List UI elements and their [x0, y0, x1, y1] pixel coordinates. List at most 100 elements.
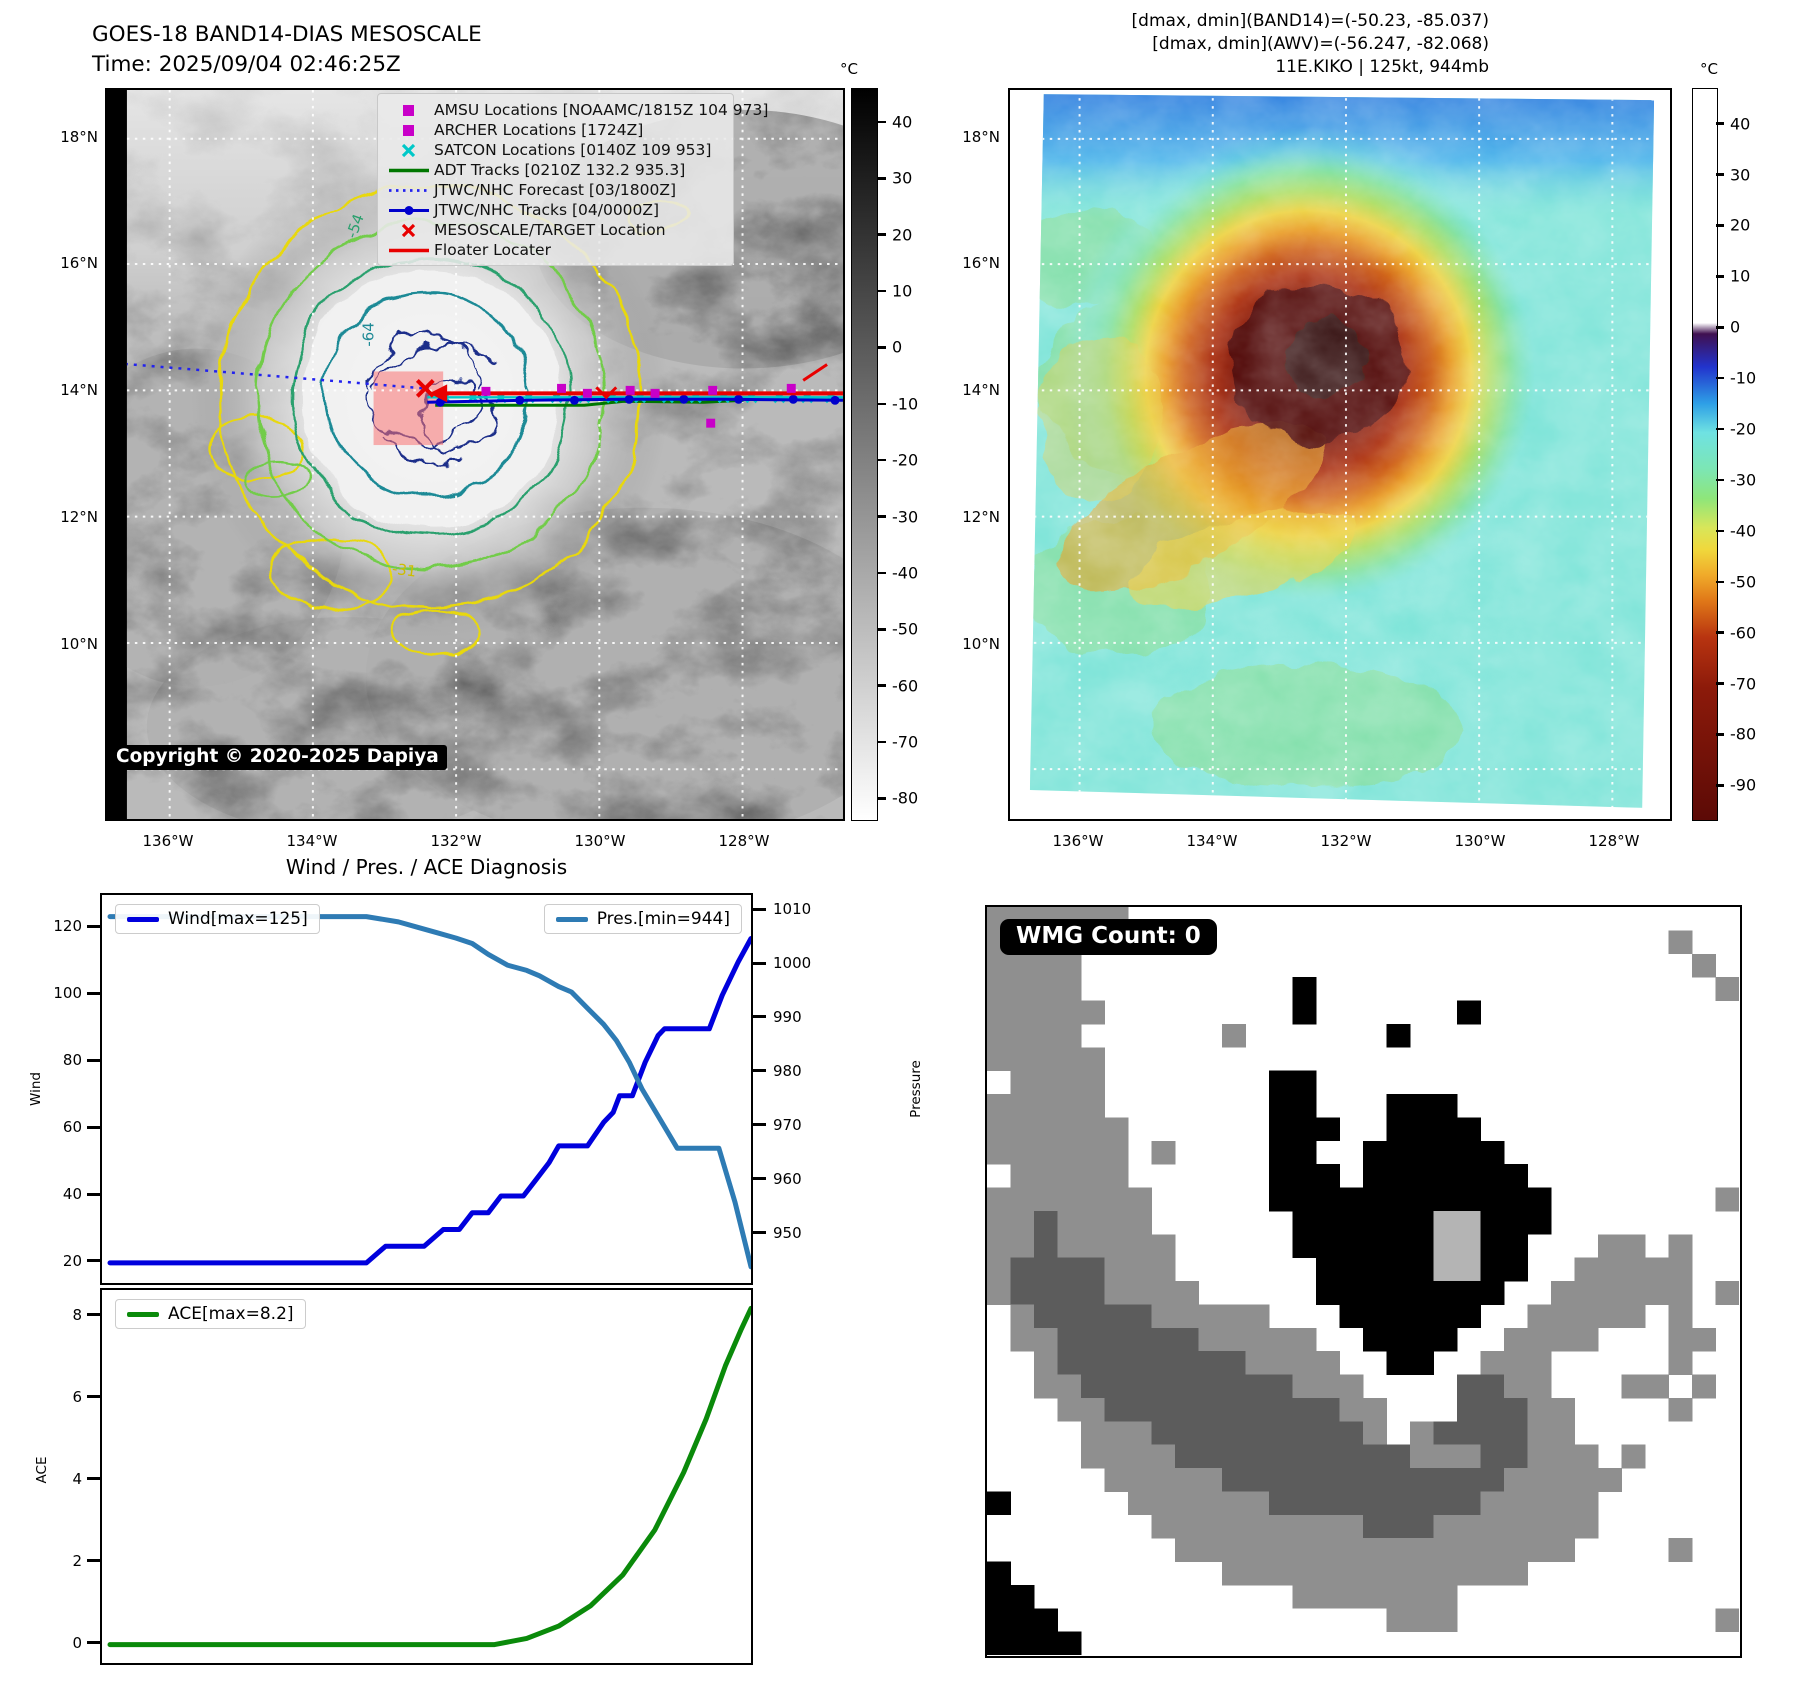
wmg-cell [1598, 1234, 1622, 1259]
wmg-cell [1363, 1538, 1387, 1562]
legend-item-label: ARCHER Locations [1724Z] [434, 121, 644, 139]
legend-item-label: JTWC/NHC Tracks [04/0000Z] [434, 201, 660, 219]
wmg-cell [1551, 1327, 1575, 1352]
y2-tick-mark [753, 907, 766, 911]
wmg-cell [1551, 1421, 1575, 1446]
wmg-cell [1151, 1514, 1176, 1539]
wmg-cell [1128, 1327, 1152, 1352]
wmg-cell [1269, 1070, 1293, 1095]
wmg-cell [1527, 1374, 1552, 1399]
y2-tick-label: 970 [773, 1115, 802, 1134]
y-tick-mark [87, 1192, 100, 1196]
wmg-cell [1433, 1117, 1458, 1142]
wmg-cell [1010, 1210, 1035, 1235]
wmg-cell [1621, 1374, 1646, 1399]
colorbar-tick-mark [1716, 529, 1724, 533]
legend-item: JTWC/NHC Tracks [04/0000Z] [384, 200, 727, 220]
wmg-cell [1339, 1210, 1364, 1235]
wmg-cell [1551, 1397, 1575, 1422]
colorbar-tick-label: -40 [892, 563, 919, 583]
wmg-cell [1081, 1374, 1105, 1399]
jtwc-track-dot [679, 394, 689, 404]
colorbar-tick-label: -20 [1730, 419, 1757, 439]
dmax-dmin-awv: [dmax, dmin](AWV)=(-56.247, -82.068) [1152, 34, 1489, 54]
legend-item: AMSU Locations [NOAAMC/1815Z 104 973] [384, 100, 768, 120]
lon-tick-label: 128°W [1588, 832, 1640, 850]
wmg-cell [987, 953, 1011, 978]
wmg-cell [1269, 1397, 1293, 1422]
amsu-square-icon [706, 418, 716, 428]
wmg-cell [1715, 1608, 1739, 1633]
wmg-cell [1386, 1023, 1411, 1048]
wmg-cell [1010, 1584, 1035, 1609]
wmg-cell [1128, 1304, 1152, 1329]
wmg-cell [1668, 930, 1693, 955]
wmg-cell [1410, 1140, 1434, 1165]
wmg-cell [1527, 1538, 1552, 1562]
wmg-cell [1081, 1421, 1105, 1446]
wmg-cell [1010, 1187, 1035, 1212]
wmg-cell [1598, 1304, 1622, 1329]
y2-tick-label: 1000 [773, 954, 812, 973]
lon-tick-label: 136°W [142, 832, 194, 850]
floater-arrowhead [429, 384, 448, 403]
wmg-cell [1574, 1257, 1599, 1282]
wmg-cell [1081, 1094, 1105, 1118]
wmg-cell [1410, 1561, 1434, 1586]
wmg-cell [1339, 1374, 1364, 1399]
square-glyph [403, 104, 414, 116]
wmg-cell [1128, 1187, 1152, 1212]
wmg-cell [1292, 1210, 1317, 1235]
wmg-cell [987, 1023, 1011, 1048]
y2-tick-label: 950 [773, 1223, 802, 1242]
wmg-cell [1128, 1281, 1152, 1305]
wmg-cell [1480, 1444, 1505, 1469]
jtwc-track-dot [435, 397, 445, 407]
wmg-cell [1081, 1210, 1105, 1235]
line-icon [384, 243, 434, 258]
wmg-cell [987, 1047, 1011, 1072]
storm-id-intensity: 11E.KIKO | 125kt, 944mb [1275, 57, 1489, 77]
wmg-cell [1010, 1023, 1035, 1048]
wmg-cell [1363, 1561, 1387, 1586]
wmg-cell [1386, 1140, 1411, 1165]
wmg-cell [1151, 1397, 1176, 1422]
y-tick-label: 60 [62, 1118, 82, 1137]
wmg-cell [1175, 1538, 1199, 1562]
wmg-cell [1245, 1468, 1270, 1492]
y-tick-label: 100 [53, 984, 82, 1003]
lon-tick-label: 128°W [718, 832, 770, 850]
wmg-cell [1457, 1421, 1481, 1446]
wmg-cell [1034, 1164, 1058, 1188]
wmg-cell [1386, 1234, 1411, 1259]
wmg-cell [1034, 1608, 1058, 1633]
wmg-cell [1480, 1561, 1505, 1586]
wmg-cell [987, 1257, 1011, 1282]
wmg-cell [1410, 1514, 1434, 1539]
wmg-cell [1527, 1351, 1552, 1375]
wmg-cell [1386, 1210, 1411, 1235]
wmg-cell [1034, 1281, 1058, 1305]
wmg-cell [1527, 1187, 1552, 1212]
wmg-cell [1245, 1561, 1270, 1586]
wmg-cell [1715, 977, 1739, 1001]
wmg-cell [1457, 1444, 1481, 1469]
wmg-cell [1480, 1538, 1505, 1562]
wmg-cell [1081, 1000, 1105, 1025]
wmg-cell [1504, 1491, 1528, 1516]
colorbar-tick-mark [1716, 224, 1724, 227]
wmg-cell [1433, 1210, 1458, 1235]
wmg-cell [1081, 1140, 1105, 1165]
wmg-cell [1198, 1351, 1223, 1375]
wmg-cell [1175, 1444, 1199, 1469]
wmg-cell [1457, 1210, 1481, 1235]
wmg-cell [1128, 1491, 1152, 1516]
wmg-cell [987, 1187, 1011, 1212]
colorbar-tick-label: 0 [1730, 317, 1741, 337]
y2-tick-label: 1010 [773, 900, 812, 919]
wmg-cell [1292, 1584, 1317, 1609]
wmg-cell [1386, 1491, 1411, 1516]
wmg-cell [1480, 1164, 1505, 1188]
wmg-cell [1363, 1257, 1387, 1282]
legend-line-swatch [555, 916, 588, 922]
